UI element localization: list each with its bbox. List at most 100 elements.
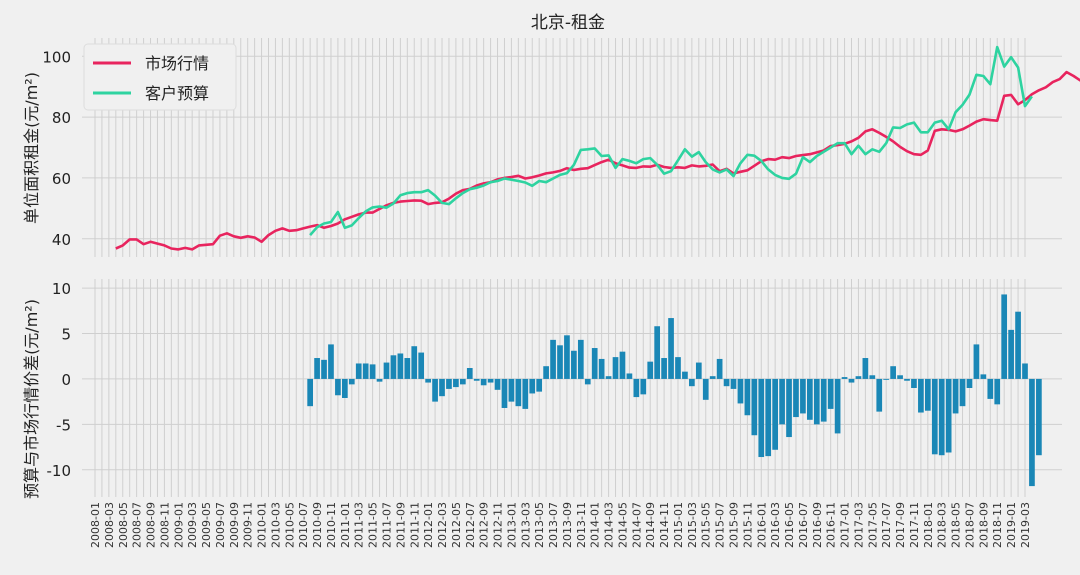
x-tick-label: 2014-09 xyxy=(644,502,657,548)
x-tick-label: 2018-03 xyxy=(936,502,949,548)
diff-bar xyxy=(536,378,543,392)
diff-bar xyxy=(515,378,522,407)
x-tick-label: 2019-03 xyxy=(1019,502,1032,548)
diff-bar xyxy=(633,378,640,398)
diff-bar xyxy=(550,339,556,379)
diff-bar xyxy=(459,378,466,385)
bottom-plot-area xyxy=(82,279,1062,497)
x-tick-label: 2018-11 xyxy=(991,502,1004,548)
diff-bar xyxy=(980,374,987,379)
diff-bar xyxy=(466,368,473,379)
x-tick-label: 2013-11 xyxy=(575,502,588,548)
legend-label-budget: 客户预算 xyxy=(145,84,209,103)
diff-bar xyxy=(1036,378,1042,456)
diff-bar xyxy=(564,335,570,379)
diff-bar xyxy=(827,378,834,409)
diff-bar xyxy=(924,378,931,411)
diff-bar xyxy=(425,378,431,383)
diff-bar xyxy=(439,378,445,397)
diff-bar xyxy=(522,378,529,409)
x-tick-label: 2011-09 xyxy=(394,502,407,548)
diff-bar xyxy=(820,378,827,422)
diff-bar xyxy=(626,373,633,379)
x-tick-label: 2017-01 xyxy=(839,502,852,548)
x-tick-label: 2014-01 xyxy=(589,502,602,548)
diff-bar xyxy=(848,378,855,383)
bottom-y-tick-label: 0 xyxy=(61,371,71,389)
x-tick-label: 2012-09 xyxy=(478,502,491,548)
diff-bar xyxy=(918,378,924,413)
bottom-y-tick-label: -10 xyxy=(47,462,72,480)
top-grid xyxy=(82,38,1062,257)
x-tick-label: 2008-09 xyxy=(145,502,158,548)
diff-bar xyxy=(702,378,709,400)
diff-bar xyxy=(751,378,758,436)
diff-bar xyxy=(1008,329,1014,379)
diff-bar xyxy=(834,378,841,434)
x-tick-label: 2011-07 xyxy=(381,502,394,548)
diff-bar xyxy=(765,378,772,457)
top-y-tick-label: 60 xyxy=(52,170,71,188)
diff-bar xyxy=(418,352,425,379)
diff-bar xyxy=(529,378,536,394)
diff-bar xyxy=(869,375,876,379)
diff-bar xyxy=(931,378,938,455)
x-tick-label: 2009-07 xyxy=(214,502,227,548)
diff-bar xyxy=(813,378,820,425)
x-tick-label: 2012-01 xyxy=(422,502,435,548)
diff-bar xyxy=(307,378,313,407)
diff-bar xyxy=(390,355,397,379)
diff-bar xyxy=(355,363,362,379)
diff-bar xyxy=(897,375,903,379)
chart-title: 北京-租金 xyxy=(531,13,605,33)
diff-bar xyxy=(695,362,702,379)
x-tick-labels: 2008-01 2008-03 2008-05 2008-07 2008-09 2008-… xyxy=(89,502,1032,548)
x-tick-label: 2013-03 xyxy=(519,502,532,548)
diff-bar xyxy=(543,366,549,379)
x-tick-label: 2017-11 xyxy=(908,502,921,548)
diff-bar xyxy=(689,378,695,387)
diff-bar xyxy=(654,326,661,379)
diff-bar xyxy=(716,358,723,379)
x-tick-label: 2009-11 xyxy=(242,502,255,548)
diff-bar xyxy=(994,378,1001,405)
diff-bar xyxy=(911,378,917,388)
diff-bar xyxy=(362,363,369,379)
diff-bar xyxy=(668,318,674,379)
diff-bar xyxy=(876,378,883,412)
x-tick-label: 2012-07 xyxy=(464,502,477,548)
diff-bar xyxy=(480,378,487,386)
diff-bar xyxy=(779,378,785,425)
diff-bar xyxy=(432,378,438,402)
legend: 市场行情 客户预算 xyxy=(83,43,237,111)
top-plot-area xyxy=(82,38,1062,257)
x-tick-label: 2016-01 xyxy=(755,502,768,548)
top-y-tick-label: 80 xyxy=(52,109,71,127)
x-tick-label: 2016-03 xyxy=(769,502,782,548)
diff-bar xyxy=(577,339,584,379)
x-tick-label: 2011-03 xyxy=(353,502,366,548)
diff-bar xyxy=(737,378,744,404)
x-tick-label: 2008-05 xyxy=(117,502,130,548)
diff-bar xyxy=(501,378,508,408)
diff-bar xyxy=(369,364,376,379)
diff-bar xyxy=(473,378,480,381)
diff-bar xyxy=(411,346,418,379)
diff-bar xyxy=(376,378,383,382)
legend-label-market: 市场行情 xyxy=(145,54,209,73)
x-tick-label: 2017-05 xyxy=(866,502,879,548)
diff-bar xyxy=(605,376,612,379)
x-tick-label: 2009-03 xyxy=(186,502,199,548)
diff-bar xyxy=(1001,294,1008,379)
x-tick-label: 2017-09 xyxy=(894,502,907,548)
diff-bar xyxy=(723,378,730,387)
diff-bar xyxy=(682,371,688,379)
bottom-y-axis-label: 预算与市场行情价差(元/m²) xyxy=(22,299,41,499)
diff-bar xyxy=(1015,311,1021,379)
diff-bar xyxy=(584,378,591,385)
diff-bar xyxy=(841,377,848,379)
x-tick-label: 2018-01 xyxy=(922,502,935,548)
diff-bar xyxy=(508,378,515,402)
diff-bar xyxy=(709,376,716,379)
x-tick-label: 2013-09 xyxy=(561,502,574,548)
